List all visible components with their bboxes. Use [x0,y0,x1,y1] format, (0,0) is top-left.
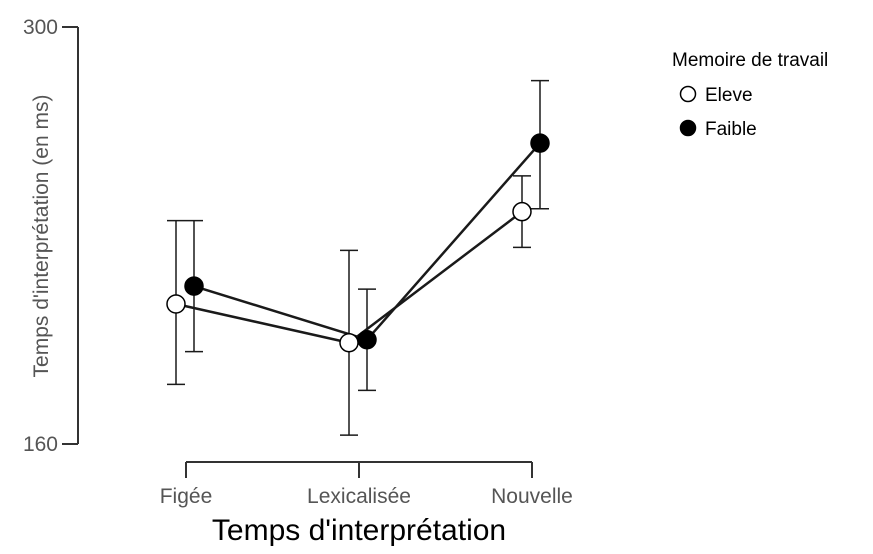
legend-marker-faible [679,119,697,137]
data-point-faible-1 [357,330,377,350]
legend-label-faible: Faible [705,119,757,140]
y-tick-label-160: 160 [23,433,58,456]
legend: Memoire de travail Eleve Faible [672,50,828,140]
legend-marker-eleve [679,85,697,103]
x-tick-label-1: Lexicalisée [307,485,411,508]
axes: 300 160 Temps d'interprétation (en ms) F… [23,16,573,547]
plot-area [166,79,550,436]
x-tick-label-0: Figée [160,485,213,508]
data-point-eleve-0 [166,294,186,314]
y-axis-label: Temps d'interprétation (en ms) [30,95,53,378]
y-tick-label-300: 300 [23,16,58,39]
data-point-faible-2 [530,133,550,153]
x-tick-label-2: Nouvelle [491,485,573,508]
x-axis-label: Temps d'interprétation [212,514,506,547]
legend-title: Memoire de travail [672,50,828,71]
data-point-eleve-1 [339,332,359,353]
legend-label-eleve: Eleve [705,85,753,106]
data-point-eleve-2 [512,201,532,222]
data-point-faible-0 [184,276,204,296]
